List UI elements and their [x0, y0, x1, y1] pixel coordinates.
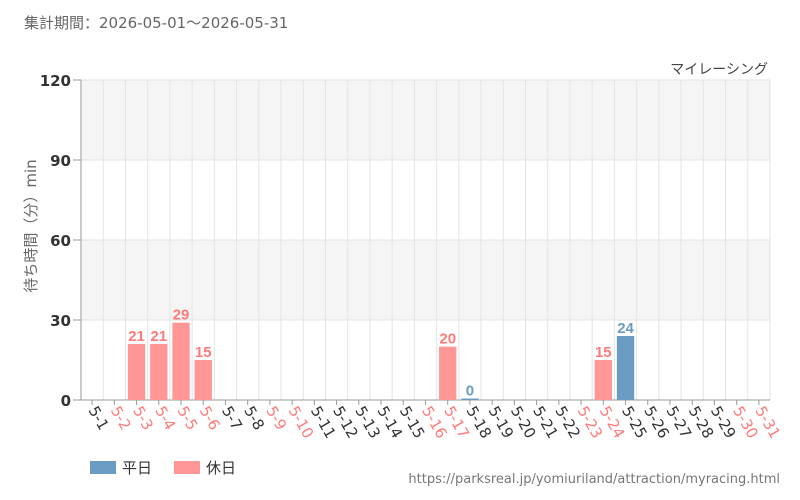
x-tick-label-5-2: 5-2: [107, 403, 135, 433]
legend-holiday-label: 休日: [206, 459, 237, 477]
bar-5-6: [194, 360, 212, 400]
y-tick-label: 120: [40, 72, 71, 90]
bar-5-24: [594, 360, 612, 400]
data-label-5-18: 0: [466, 383, 474, 400]
source-url: https://parksreal.jp/yomiuriland/attract…: [408, 472, 780, 487]
bar-5-4: [150, 344, 168, 400]
y-tick-label: 0: [61, 392, 71, 410]
period-label: 集計期間：2026-05-01～2026-05-31: [24, 14, 289, 32]
weekday-swatch: [90, 461, 116, 474]
data-label-5-17: 20: [439, 331, 456, 348]
bar-5-5: [172, 322, 190, 400]
data-label-5-25: 24: [617, 320, 634, 337]
x-tick-label-5-4: 5-4: [151, 403, 179, 433]
bar-5-18: [461, 398, 479, 400]
data-label-5-5: 29: [173, 307, 190, 324]
legend-item-weekday[interactable]: 平日: [90, 457, 152, 478]
legend: 平日 休日: [90, 457, 236, 478]
data-label-5-24: 15: [595, 344, 612, 361]
x-tick-label-5-1: 5-1: [85, 403, 113, 433]
grid-band: [81, 80, 770, 160]
holiday-swatch: [174, 461, 201, 474]
grid-band: [81, 240, 770, 320]
bar-5-25: [616, 336, 635, 400]
bar-5-3: [127, 344, 146, 400]
bar-5-17: [439, 346, 457, 400]
data-label-5-3: 21: [128, 328, 145, 345]
data-label-5-4: 21: [150, 328, 167, 345]
y-tick-label: 30: [50, 312, 71, 330]
x-tick-label-5-8: 5-8: [240, 403, 268, 433]
x-tick-label-5-5: 5-5: [174, 403, 202, 433]
data-label-5-6: 15: [195, 344, 212, 361]
x-tick-label-5-6: 5-6: [196, 403, 224, 433]
chart-title: マイレーシング: [670, 62, 768, 78]
x-tick-label-5-3: 5-3: [129, 403, 157, 433]
y-tick-label: 90: [50, 152, 71, 170]
legend-item-holiday[interactable]: 休日: [174, 457, 236, 478]
y-tick-label: 60: [50, 232, 71, 250]
x-tick-label-5-7: 5-7: [218, 403, 246, 433]
legend-weekday-label: 平日: [122, 459, 153, 477]
x-tick-label-5-9: 5-9: [262, 403, 290, 433]
y-axis-title: 待ち時間（分）min: [22, 159, 40, 292]
